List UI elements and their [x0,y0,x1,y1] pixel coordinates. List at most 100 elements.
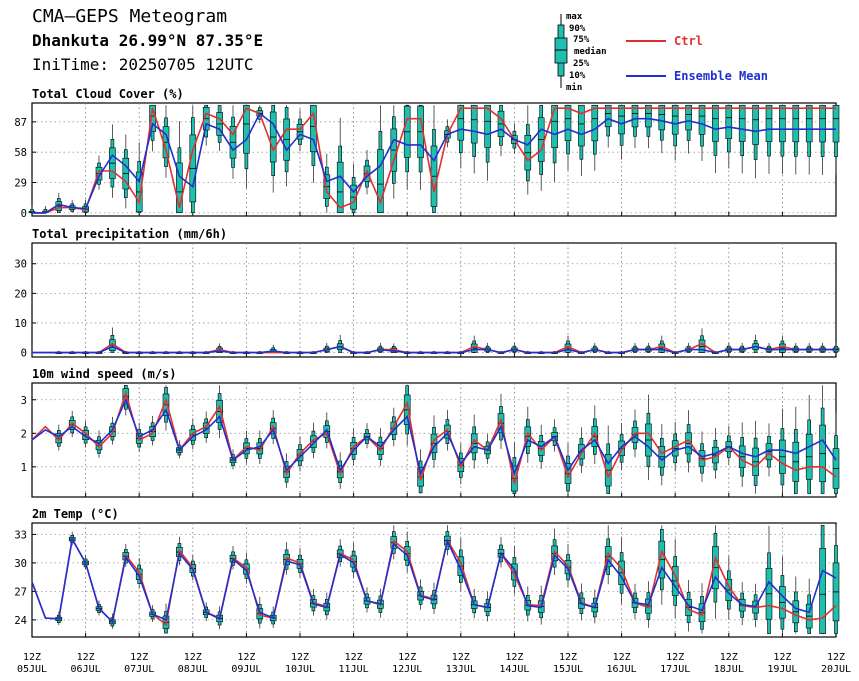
panel-1-title: Total precipitation (mm/6h) [32,227,227,241]
panel-0-ctrl-line [32,107,836,214]
ensemble-iqr-box [712,104,719,142]
legend-p25-label: 25% [573,59,590,69]
panel-3-title: 2m Temp (°C) [32,507,119,521]
ensemble-iqr-box [631,104,639,128]
x-tick-hour-label: 12Z [291,652,309,663]
x-tick-hour-label: 12Z [613,652,631,663]
panel-2-ytick-label: 1 [21,462,27,474]
panel-2-ytick-label: 3 [21,395,27,407]
x-tick-hour-label: 12Z [666,652,684,663]
ensemble-iqr-box [685,104,692,131]
legend-mean-label: Ensemble Mean [674,69,768,83]
ensemble-iqr-box [551,104,558,148]
x-tick-hour-label: 12Z [827,652,845,663]
station-location: Dhankuta 26.99°N 87.35°E [32,31,264,50]
ensemble-iqr-box [792,104,800,143]
x-tick-hour-label: 12Z [559,652,577,663]
ensemble-iqr-box [765,104,773,142]
x-tick-date-label: 18JUL [714,664,744,675]
panel-0-title: Total Cloud Cover (%) [32,87,184,101]
ensemble-iqr-box [618,104,625,135]
panel-2-mean-line [31,397,837,476]
panel-1-ytick-label: 10 [14,318,27,330]
ensemble-iqr-box [832,104,840,143]
ensemble-iqr-box [698,104,706,135]
ensemble-iqr-box [658,104,666,131]
ensemble-iqr-box [645,104,652,128]
ensemble-iqr-box [377,149,384,213]
ensemble-iqr-box [738,104,746,142]
panel-1-ytick-label: 0 [21,348,27,360]
ensemble-iqr-box [578,104,585,147]
init-time: IniTime: 20250705 12UTC [32,55,254,74]
legend-ctrl-label: Ctrl [674,34,703,48]
ensemble-iqr-box [336,161,344,213]
legend-min-label: min [566,83,583,93]
x-tick-hour-label: 12Z [345,652,363,663]
x-tick-hour-label: 12Z [23,652,41,663]
legend-p75-label: 75% [573,35,590,45]
panel-0-ytick-label: 87 [14,117,27,129]
ensemble-iqr-box [805,104,813,143]
x-tick-date-label: 19JUL [767,664,797,675]
x-tick-date-label: 08JUL [178,664,208,675]
x-tick-date-label: 16JUL [607,664,637,675]
ensemble-iqr-box [819,548,826,634]
x-tick-date-label: 09JUL [231,664,261,675]
x-tick-hour-label: 12Z [720,652,738,663]
ensemble-iqr-box [176,162,183,213]
legend-p90-label: 90% [569,24,586,34]
x-tick-date-label: 15JUL [553,664,583,675]
panel-3-ytick-label: 24 [14,615,27,627]
ensemble-iqr-box [671,104,679,135]
ensemble-iqr-box [243,104,250,154]
panel-2-ytick-label: 2 [21,428,27,440]
panel-2-ctrl-line [31,390,837,484]
x-tick-hour-label: 12Z [398,652,416,663]
x-tick-hour-label: 12Z [505,652,523,663]
x-tick-date-label: 07JUL [124,664,154,675]
x-tick-date-label: 11JUL [339,664,369,675]
x-tick-date-label: 05JUL [17,664,47,675]
ensemble-iqr-box [725,104,733,139]
panel-3-ytick-label: 33 [14,529,27,541]
panel-0-ytick-label: 0 [21,208,27,220]
meteogram-title: CMA—GEPS Meteogram [32,6,228,27]
ensemble-iqr-box [484,104,491,148]
x-tick-hour-label: 12Z [773,652,791,663]
legend-p10-label: 10% [569,71,586,81]
x-tick-date-label: 12JUL [392,664,422,675]
ensemble-iqr-box [779,104,786,143]
panel-3-ytick-label: 30 [14,558,27,570]
ensemble-iqr-box [819,104,826,143]
panel-1-frame [31,242,837,358]
x-tick-hour-label: 12Z [237,652,255,663]
panel-2-title: 10m wind speed (m/s) [32,367,177,381]
x-tick-hour-label: 12Z [130,652,148,663]
ensemble-iqr-box [564,104,572,142]
x-tick-date-label: 20JUL [821,664,851,675]
x-tick-date-label: 17JUL [660,664,690,675]
x-tick-date-label: 10JUL [285,664,315,675]
panel-0-ytick-label: 29 [14,178,27,190]
x-tick-date-label: 13JUL [446,664,476,675]
x-tick-hour-label: 12Z [452,652,470,663]
ensemble-iqr-box [470,104,478,144]
panel-1-ytick-label: 20 [14,288,27,300]
ensemble-iqr-box [752,104,759,145]
panel-3-ytick-label: 27 [14,586,27,598]
x-tick-date-label: 14JUL [499,664,529,675]
x-tick-hour-label: 12Z [184,652,202,663]
ensemble-iqr-box [457,104,465,141]
ensemble-iqr-box [604,104,612,128]
legend-max-label: max [566,12,583,22]
x-tick-hour-label: 12Z [77,652,95,663]
ensemble-iqr-box [591,104,599,142]
panel-3-mean-line [31,536,837,624]
legend-median-label: median [574,47,607,57]
x-tick-date-label: 06JUL [71,664,101,675]
panel-0-mean-line [32,112,836,214]
panel-1-ytick-label: 30 [14,259,27,271]
panel-1-mean-line [32,345,836,354]
